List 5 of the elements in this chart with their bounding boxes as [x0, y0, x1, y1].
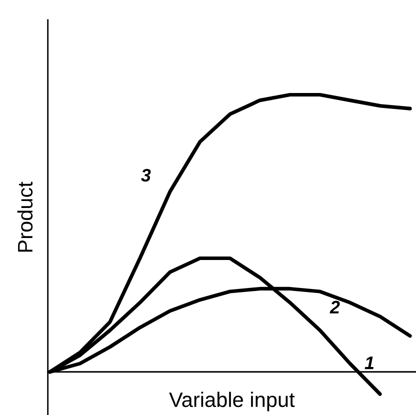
x-axis-title: Variable input	[169, 392, 295, 412]
y-axis-title: Product	[17, 182, 33, 252]
series-label: 1	[364, 356, 374, 370]
series-label: 3	[141, 168, 151, 182]
series-label: 2	[330, 300, 340, 314]
